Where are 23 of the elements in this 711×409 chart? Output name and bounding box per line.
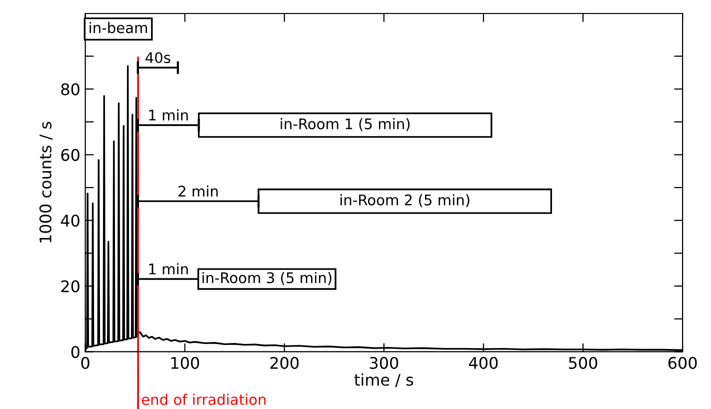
annotation: in-beam [90, 22, 147, 34]
y-tick-label: 0 [71, 346, 80, 358]
y-tick-label: 80 [61, 83, 80, 96]
y-tick-label: 20 [61, 280, 80, 292]
x-tick-label: 0 [81, 356, 90, 369]
x-tick-label: 500 [569, 356, 598, 369]
y-axis-title: 1000 counts / s [39, 122, 53, 242]
annotation: in-Room 1 (5 min) [280, 118, 410, 132]
x-tick-label: 400 [469, 356, 498, 369]
x-tick-label: 200 [270, 356, 299, 369]
y-tick-label: 60 [61, 148, 80, 161]
annotation: 2 min [178, 185, 218, 196]
x-tick-label: 600 [668, 356, 697, 369]
annotation: in-Room 3 (5 min) [202, 272, 332, 285]
x-tick-label: 300 [370, 356, 398, 369]
annotation: 40s [146, 52, 170, 64]
y-tick-label: 40 [60, 214, 80, 227]
annotation: 1 min [149, 263, 188, 274]
annotation: 1 min [149, 109, 188, 120]
x-tick-label: 100 [171, 356, 200, 369]
ref-line-label: end of irradiation [142, 394, 266, 406]
annotation: in-Room 2 (5 min) [340, 194, 470, 208]
x-axis-title: time / s [354, 373, 414, 388]
